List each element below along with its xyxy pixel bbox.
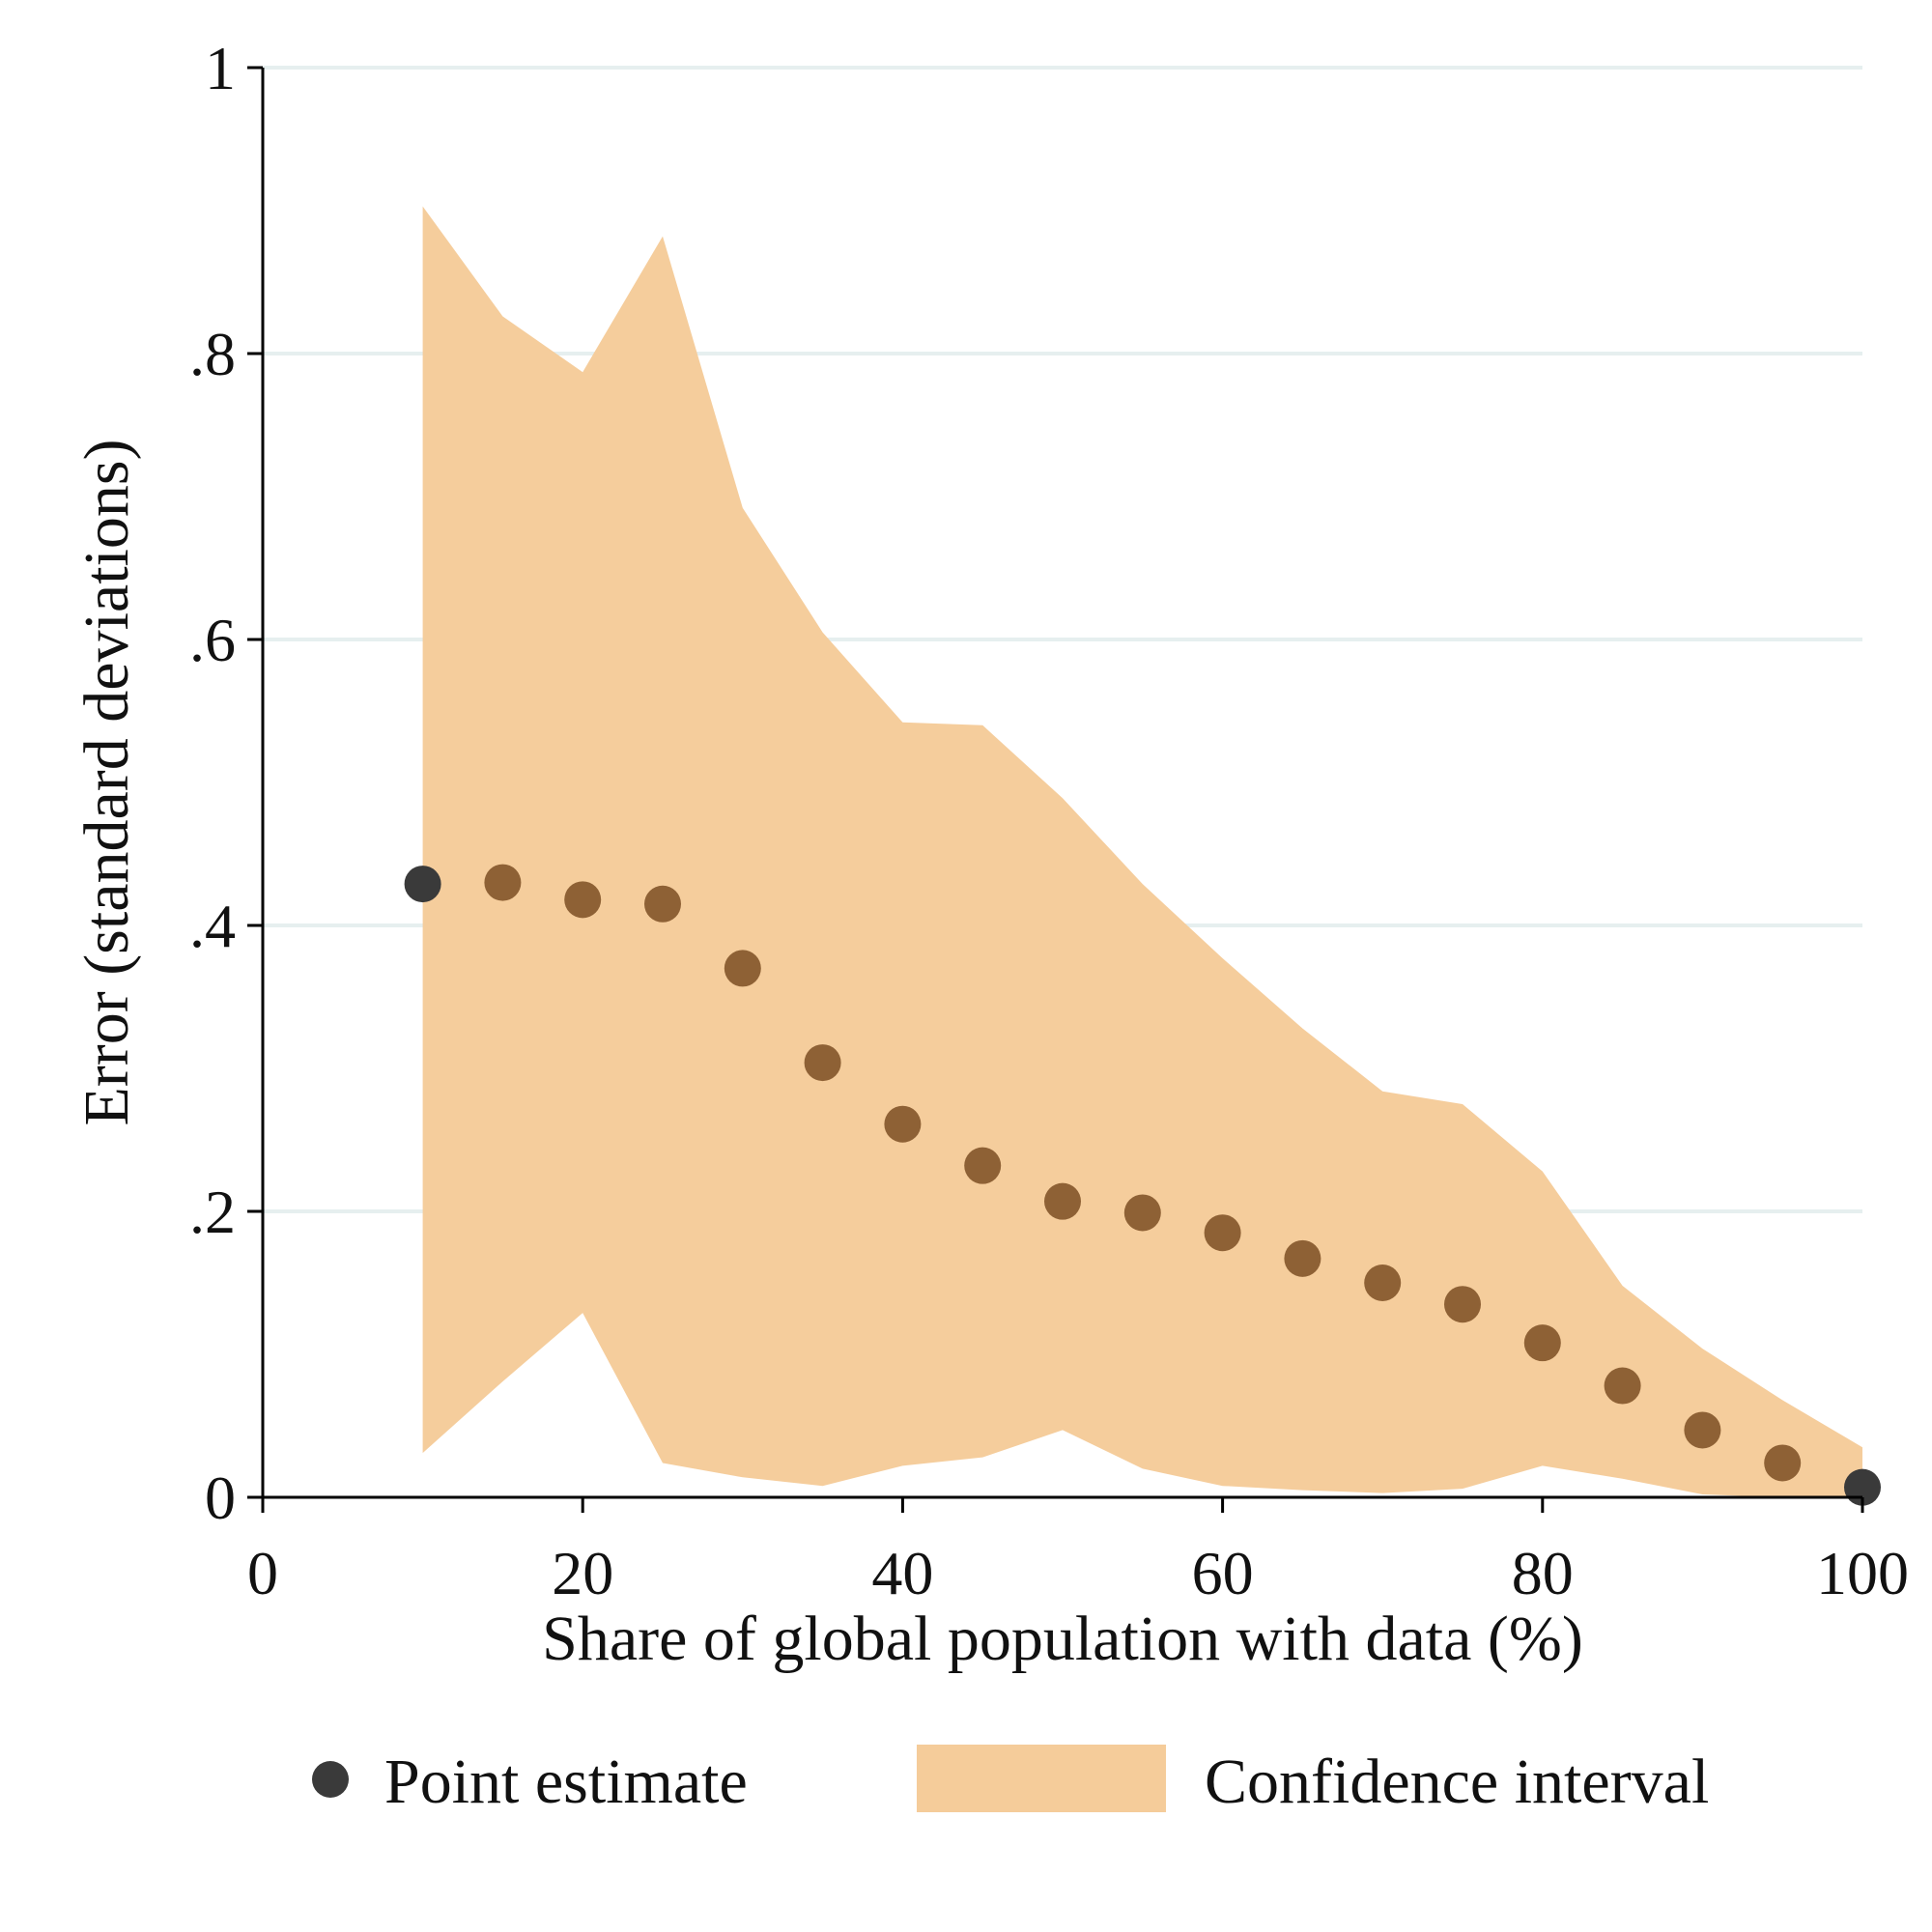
ticks: 0 .2 .4 .6 .8 1 0 20 40 60 80 100 (189, 34, 1909, 1607)
x-tick-label-2: 40 (871, 1539, 933, 1607)
x-tick-label-1: 20 (552, 1539, 613, 1607)
confidence-interval-band (422, 206, 1863, 1498)
x-axis-title: Share of global population with data (%) (542, 1604, 1583, 1674)
point-estimate-55 (1123, 1194, 1161, 1232)
axes (261, 68, 1862, 1499)
point-estimate-40 (884, 1105, 922, 1143)
y-tick-label-0: 0 (205, 1463, 236, 1532)
y-axis-title: Error (standard deviations) (71, 439, 142, 1125)
point-estimate-50 (1044, 1182, 1081, 1220)
y-tick-label-1: .2 (189, 1178, 236, 1246)
point-estimate-45 (964, 1147, 1002, 1184)
point-estimate-20 (564, 881, 602, 919)
y-tick-label-5: 1 (205, 34, 236, 102)
legend-confidence-interval-swatch (917, 1745, 1166, 1812)
point-estimates (404, 864, 1881, 1506)
point-estimate-65 (1284, 1239, 1321, 1277)
point-estimate-75 (1444, 1286, 1481, 1323)
point-estimate-35 (804, 1044, 841, 1082)
point-estimate-30 (724, 950, 761, 987)
point-estimate-25 (644, 885, 681, 923)
x-tick-label-5: 100 (1816, 1539, 1909, 1607)
point-estimate-60 (1204, 1214, 1241, 1252)
point-estimate-95 (1764, 1444, 1802, 1482)
x-tick-label-4: 80 (1512, 1539, 1574, 1607)
point-estimate-15 (484, 864, 522, 901)
legend-point-estimate-label: Point estimate (384, 1747, 748, 1817)
x-tick-label-0: 0 (247, 1539, 278, 1607)
x-tick-label-3: 60 (1192, 1539, 1254, 1607)
y-tick-label-3: .6 (189, 606, 236, 674)
point-estimate-70 (1364, 1264, 1402, 1301)
y-tick-label-4: .8 (189, 320, 236, 388)
y-tick-label-2: .4 (189, 892, 236, 960)
legend-point-estimate-marker (312, 1761, 349, 1798)
point-estimate-10 (404, 866, 441, 903)
legend: Point estimate Confidence interval (312, 1745, 1709, 1817)
legend-confidence-interval-label: Confidence interval (1205, 1747, 1709, 1817)
point-estimate-85 (1604, 1367, 1641, 1405)
point-estimate-90 (1684, 1411, 1721, 1449)
point-estimate-80 (1523, 1324, 1561, 1362)
